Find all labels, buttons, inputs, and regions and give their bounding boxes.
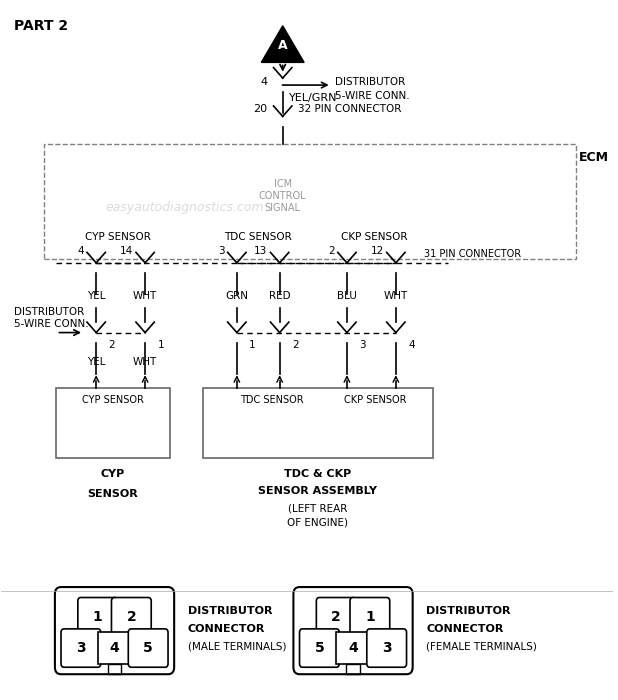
Text: TDC SENSOR: TDC SENSOR: [224, 232, 292, 242]
Text: 4: 4: [109, 641, 119, 655]
Text: CYP SENSOR: CYP SENSOR: [82, 395, 144, 405]
Text: A: A: [278, 38, 287, 52]
Text: GRN: GRN: [226, 291, 248, 301]
Text: YEL/GRN: YEL/GRN: [289, 92, 337, 103]
FancyBboxPatch shape: [111, 598, 151, 636]
Text: 3: 3: [76, 641, 86, 655]
Text: WHT: WHT: [133, 291, 157, 301]
Text: 13: 13: [254, 246, 268, 256]
Polygon shape: [261, 26, 304, 62]
Text: PART 2: PART 2: [14, 19, 68, 33]
Text: 3: 3: [359, 340, 366, 349]
Text: 4: 4: [260, 76, 268, 87]
Bar: [203, 389, 433, 458]
Text: YEL: YEL: [87, 357, 106, 367]
Text: 4: 4: [77, 246, 84, 256]
Text: 14: 14: [120, 246, 133, 256]
Text: TDC & CKP: TDC & CKP: [284, 468, 352, 479]
FancyBboxPatch shape: [350, 598, 390, 636]
Text: 3: 3: [382, 641, 391, 655]
Bar: [56, 389, 169, 458]
Text: 2: 2: [292, 340, 298, 349]
Text: 3: 3: [218, 246, 224, 256]
Text: SENSOR ASSEMBLY: SENSOR ASSEMBLY: [258, 486, 378, 496]
Text: RED: RED: [269, 291, 290, 301]
Text: DISTRIBUTOR: DISTRIBUTOR: [188, 606, 273, 617]
Text: CONNECTOR: CONNECTOR: [426, 624, 504, 634]
Text: DISTRIBUTOR: DISTRIBUTOR: [426, 606, 511, 617]
Text: WHT: WHT: [133, 357, 157, 367]
Text: easyautodiagnostics.com: easyautodiagnostics.com: [106, 201, 264, 214]
Text: 2: 2: [328, 246, 335, 256]
FancyBboxPatch shape: [129, 629, 168, 667]
Text: 5: 5: [143, 641, 153, 655]
FancyBboxPatch shape: [61, 629, 101, 667]
Text: DISTRIBUTOR: DISTRIBUTOR: [335, 76, 405, 87]
Text: 5-WIRE CONN.: 5-WIRE CONN.: [335, 90, 409, 101]
FancyBboxPatch shape: [98, 632, 132, 664]
FancyBboxPatch shape: [336, 632, 370, 664]
Text: 2: 2: [331, 610, 341, 624]
Text: CYP SENSOR: CYP SENSOR: [85, 232, 151, 242]
Text: 4: 4: [348, 641, 358, 655]
Text: 20: 20: [253, 104, 268, 114]
Text: CONNECTOR: CONNECTOR: [188, 624, 265, 634]
Text: ECM: ECM: [579, 151, 609, 164]
Text: TDC SENSOR: TDC SENSOR: [240, 395, 304, 405]
Text: 1: 1: [158, 340, 164, 349]
FancyBboxPatch shape: [367, 629, 407, 667]
Text: CYP: CYP: [101, 468, 125, 479]
Text: 2: 2: [108, 340, 115, 349]
Text: 2: 2: [127, 610, 136, 624]
Text: 4: 4: [408, 340, 415, 349]
Text: (MALE TERMINALS): (MALE TERMINALS): [188, 641, 286, 651]
FancyBboxPatch shape: [44, 144, 576, 260]
Text: BLU: BLU: [337, 291, 357, 301]
Text: CKP SENSOR: CKP SENSOR: [344, 395, 407, 405]
Text: 12: 12: [370, 246, 384, 256]
Text: (LEFT REAR: (LEFT REAR: [288, 503, 347, 513]
Text: 5-WIRE CONN.: 5-WIRE CONN.: [14, 318, 88, 328]
Text: YEL: YEL: [87, 291, 106, 301]
Text: ICM
CONTROL
SIGNAL: ICM CONTROL SIGNAL: [259, 178, 307, 214]
Bar: [108, 664, 121, 674]
Bar: [346, 664, 360, 674]
FancyBboxPatch shape: [300, 629, 339, 667]
Text: 5: 5: [315, 641, 324, 655]
Text: 1: 1: [249, 340, 256, 349]
Text: WHT: WHT: [384, 291, 408, 301]
Text: 32 PIN CONNECTOR: 32 PIN CONNECTOR: [298, 104, 401, 114]
Text: 31 PIN CONNECTOR: 31 PIN CONNECTOR: [424, 249, 521, 260]
FancyBboxPatch shape: [316, 598, 356, 636]
Text: CKP SENSOR: CKP SENSOR: [341, 232, 408, 242]
Text: OF ENGINE): OF ENGINE): [287, 517, 349, 527]
Text: 1: 1: [365, 610, 375, 624]
Text: 1: 1: [93, 610, 103, 624]
Text: DISTRIBUTOR: DISTRIBUTOR: [14, 307, 84, 316]
Text: SENSOR: SENSOR: [88, 489, 138, 499]
Text: (FEMALE TERMINALS): (FEMALE TERMINALS): [426, 641, 537, 651]
FancyBboxPatch shape: [78, 598, 117, 636]
